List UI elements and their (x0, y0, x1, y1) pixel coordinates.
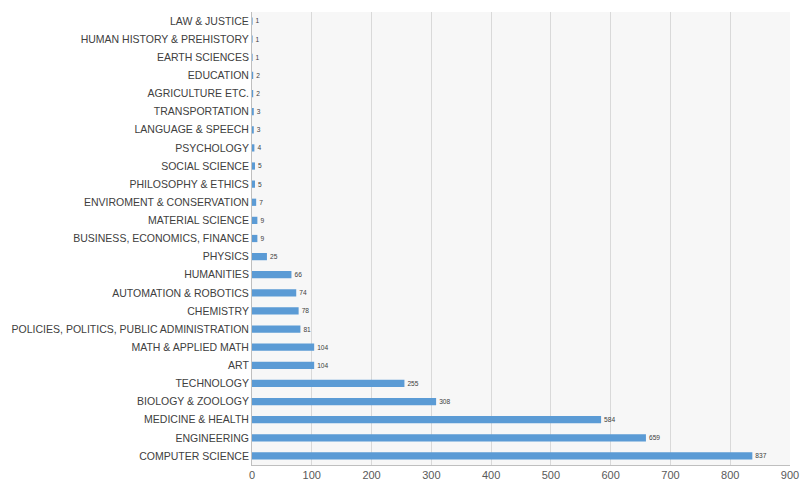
svg-text:659: 659 (649, 434, 660, 441)
svg-text:5: 5 (258, 181, 262, 188)
svg-text:3: 3 (257, 126, 261, 133)
svg-text:800: 800 (721, 469, 739, 481)
svg-text:EARTH SCIENCES: EARTH SCIENCES (157, 51, 249, 63)
svg-text:ENVIROMENT & CONSERVATION: ENVIROMENT & CONSERVATION (84, 196, 249, 208)
svg-text:CHEMISTRY: CHEMISTRY (187, 305, 249, 317)
svg-text:ENGINEERING: ENGINEERING (175, 431, 249, 443)
svg-text:TECHNOLOGY: TECHNOLOGY (175, 377, 249, 389)
svg-text:66: 66 (294, 271, 302, 278)
svg-text:7: 7 (259, 199, 263, 206)
svg-text:255: 255 (407, 380, 418, 387)
svg-text:PHYSICS: PHYSICS (203, 250, 249, 262)
svg-text:74: 74 (299, 289, 307, 296)
svg-text:25: 25 (270, 253, 278, 260)
svg-text:4: 4 (257, 144, 261, 151)
svg-text:100: 100 (303, 469, 321, 481)
svg-text:1: 1 (256, 36, 260, 43)
svg-text:EDUCATION: EDUCATION (188, 69, 249, 81)
svg-text:1: 1 (256, 17, 260, 24)
svg-text:2: 2 (256, 72, 260, 79)
svg-text:0: 0 (249, 469, 255, 481)
svg-text:POLICIES, POLITICS, PUBLIC ADM: POLICIES, POLITICS, PUBLIC ADMINISTRATIO… (12, 323, 249, 335)
svg-text:837: 837 (755, 452, 766, 459)
svg-text:MATH & APPLIED MATH: MATH & APPLIED MATH (131, 341, 248, 353)
svg-text:308: 308 (439, 398, 450, 405)
svg-text:LAW & JUSTICE: LAW & JUSTICE (170, 15, 249, 27)
svg-text:MEDICINE & HEALTH: MEDICINE & HEALTH (144, 413, 249, 425)
svg-text:AUTOMATION & ROBOTICS: AUTOMATION & ROBOTICS (112, 287, 249, 299)
svg-text:HUMANITIES: HUMANITIES (184, 268, 249, 280)
svg-text:3: 3 (257, 108, 261, 115)
svg-text:700: 700 (661, 469, 679, 481)
svg-text:HUMAN HISTORY & PREHISTORY: HUMAN HISTORY & PREHISTORY (81, 33, 249, 45)
svg-text:BIOLOGY & ZOOLOGY: BIOLOGY & ZOOLOGY (137, 395, 249, 407)
svg-text:MATERIAL SCIENCE: MATERIAL SCIENCE (148, 214, 249, 226)
svg-text:584: 584 (604, 416, 615, 423)
svg-text:78: 78 (302, 307, 310, 314)
svg-text:400: 400 (482, 469, 500, 481)
svg-text:2: 2 (256, 90, 260, 97)
svg-text:SOCIAL SCIENCE: SOCIAL SCIENCE (161, 160, 249, 172)
svg-text:PSYCHOLOGY: PSYCHOLOGY (175, 142, 249, 154)
svg-text:500: 500 (542, 469, 560, 481)
svg-text:900: 900 (781, 469, 799, 481)
svg-text:600: 600 (601, 469, 619, 481)
svg-text:200: 200 (362, 469, 380, 481)
svg-text:AGRICULTURE ETC.: AGRICULTURE ETC. (148, 87, 249, 99)
svg-text:TRANSPORTATION: TRANSPORTATION (154, 105, 249, 117)
svg-text:9: 9 (260, 235, 264, 242)
svg-text:9: 9 (260, 217, 264, 224)
svg-text:ART: ART (228, 359, 249, 371)
svg-text:81: 81 (303, 326, 311, 333)
svg-text:COMPUTER SCIENCE: COMPUTER SCIENCE (139, 450, 249, 462)
svg-text:1: 1 (256, 54, 260, 61)
svg-text:5: 5 (258, 162, 262, 169)
svg-text:104: 104 (317, 362, 328, 369)
svg-text:LANGUAGE & SPEECH: LANGUAGE & SPEECH (135, 123, 249, 135)
svg-text:PHILOSOPHY & ETHICS: PHILOSOPHY & ETHICS (129, 178, 248, 190)
svg-text:300: 300 (422, 469, 440, 481)
svg-text:104: 104 (317, 344, 328, 351)
svg-text:BUSINESS, ECONOMICS, FINANCE: BUSINESS, ECONOMICS, FINANCE (73, 232, 249, 244)
